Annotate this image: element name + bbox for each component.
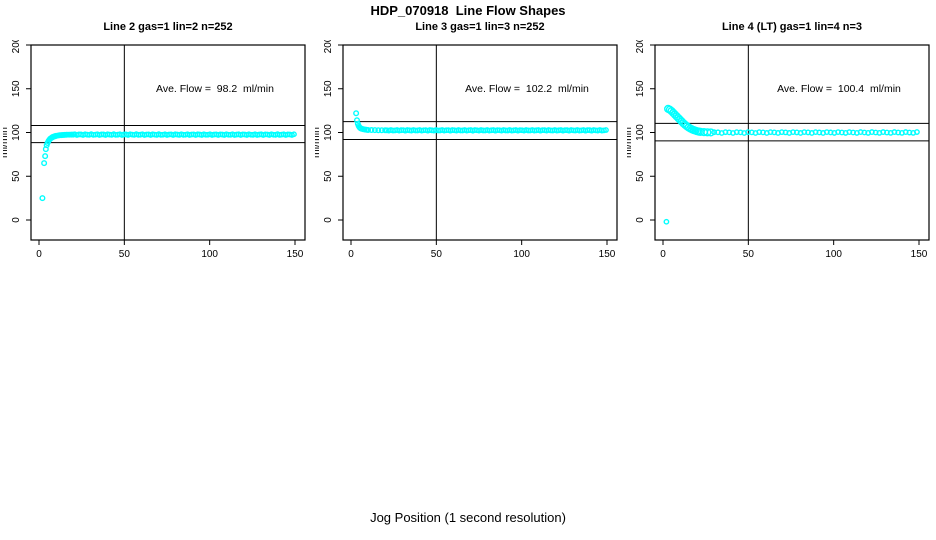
plot-area-line3: 0 50 100 150 200 0 50 100 150 ml/min (315, 40, 618, 260)
y-tick-label: 50 (635, 170, 646, 182)
x-tick-label: 50 (743, 249, 755, 260)
y-tick-label: 0 (635, 217, 646, 223)
data-point (706, 128, 715, 137)
x-tick-label: 0 (36, 249, 42, 260)
y-tick-label: 50 (11, 170, 22, 182)
x-tick-label: 50 (431, 249, 443, 260)
y-axis-title: ml/min (3, 127, 10, 158)
ave-flow-annotation-line4: Ave. Flow = 100.4 ml/min (777, 83, 901, 95)
data-point (42, 153, 49, 160)
panel-title-line3: Line 3 gas=1 lin=3 n=252 (415, 21, 545, 33)
panel-title-line2: Line 2 gas=1 lin=2 n=252 (103, 21, 233, 33)
x-tick-label: 0 (660, 249, 666, 260)
y-tick-label: 100 (323, 124, 334, 141)
x-tick-label: 0 (348, 249, 354, 260)
main-title: HDP_070918 Line Flow Shapes (370, 3, 566, 18)
data-point (368, 127, 375, 134)
y-tick-label: 100 (635, 124, 646, 141)
data-point (703, 128, 712, 137)
y-tick-label: 150 (11, 80, 22, 97)
plot-area-line2: 0 50 100 150 200 0 50 100 150 ml/min (3, 40, 306, 260)
y-tick-label: 50 (323, 170, 334, 182)
data-point (353, 117, 360, 124)
x-tick-label: 150 (599, 249, 616, 260)
data-point (353, 110, 360, 117)
x-tick-label: 100 (825, 249, 842, 260)
data-point (663, 218, 670, 225)
panel-line3: Line 3 gas=1 lin=3 n=252 0 50 100 150 200 0 50… (315, 20, 627, 272)
panel-title-line4: Line 4 (LT) gas=1 lin=4 n=3 (721, 21, 863, 33)
x-tick-label: 150 (911, 249, 928, 260)
plot-area-line4: 0 50 100 150 200 0 50 100 150 ml/min (627, 40, 930, 260)
data-point (365, 126, 372, 133)
y-tick-label: 150 (635, 80, 646, 97)
plot-box (342, 44, 618, 241)
data-point (371, 127, 378, 134)
y-tick-label: 0 (323, 217, 334, 223)
y-tick-label: 0 (11, 217, 22, 223)
y-tick-label: 200 (323, 40, 334, 53)
y-axis-title: ml/min (315, 127, 322, 158)
data-point (375, 127, 382, 134)
y-tick-label: 200 (635, 40, 646, 53)
data-point (41, 160, 48, 167)
plot-box (654, 44, 930, 241)
x-tick-label: 100 (513, 249, 530, 260)
data-point (603, 127, 609, 133)
ave-flow-annotation-line2: Ave. Flow = 98.2 ml/min (156, 83, 274, 95)
ave-flow-annotation-line3: Ave. Flow = 102.2 ml/min (465, 83, 589, 95)
y-tick-label: 100 (11, 124, 22, 141)
panel-line2: Line 2 gas=1 lin=2 n=252 0 50 100 150 200 0 50… (3, 20, 315, 272)
data-point (39, 195, 46, 202)
y-tick-label: 200 (11, 40, 22, 53)
x-axis-title: Jog Position (1 second resolution) (370, 510, 566, 525)
x-tick-label: 100 (201, 249, 218, 260)
panel-line4: Line 4 (LT) gas=1 lin=4 n=3 0 50 100 150 200… (627, 20, 936, 272)
data-point (291, 131, 297, 138)
x-tick-label: 150 (287, 249, 304, 260)
y-axis-title: ml/min (627, 127, 634, 158)
data-point (914, 129, 920, 135)
x-tick-label: 50 (119, 249, 131, 260)
y-tick-label: 150 (323, 80, 334, 97)
